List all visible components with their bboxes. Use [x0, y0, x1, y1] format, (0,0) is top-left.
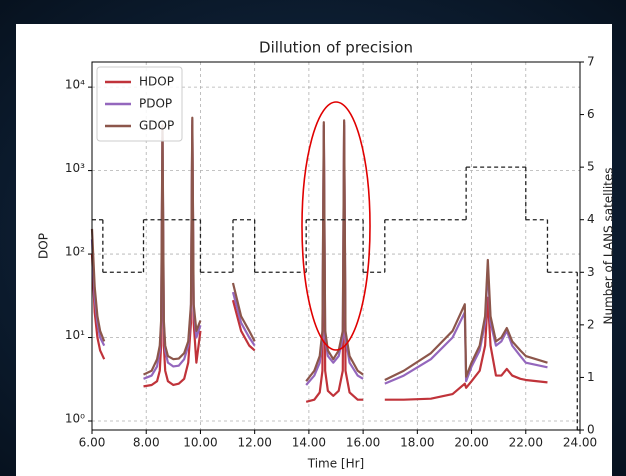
x-tick-label: 12.00	[237, 436, 271, 450]
dop-line	[305, 119, 364, 382]
y2-tick-label: 3	[587, 265, 595, 279]
y-tick-label: 10⁴	[65, 78, 85, 92]
x-tick-label: 16.00	[346, 436, 380, 450]
dop-line	[384, 296, 548, 401]
x-tick-label: 6.00	[79, 436, 106, 450]
y2-tick-label: 4	[587, 212, 595, 226]
y-axis-label: DOP	[37, 233, 51, 259]
legend-label: PDOP	[139, 97, 172, 111]
plot-frame	[91, 61, 581, 431]
y-tick-label: 10³	[65, 161, 85, 175]
dop-line	[90, 228, 106, 342]
y-tick-label: 10¹	[65, 328, 85, 342]
plot-area: 6.00 8.00 10.00 12.00 14.00 16.00 18.00 20.00 22…	[65, 55, 597, 450]
y2-tick-label: 1	[587, 370, 595, 384]
dop-line	[305, 124, 364, 403]
x-tick-label: 20.00	[454, 436, 488, 450]
dop-line	[384, 258, 548, 381]
y2-tick-label: 6	[587, 107, 595, 121]
y2-tick-label: 0	[587, 423, 595, 437]
dop-line	[231, 299, 256, 352]
dop-line	[231, 282, 256, 342]
x-tick-label: 24.00	[563, 436, 597, 450]
y-tick-label: 10²	[65, 245, 85, 259]
legend: HDOP PDOP GDOP	[96, 66, 183, 142]
legend-label: HDOP	[139, 75, 174, 89]
y2-tick-label: 5	[587, 160, 595, 174]
dop-line	[231, 291, 256, 347]
y2-tick-label: 2	[587, 317, 595, 331]
y-tick-label: 10⁰	[65, 411, 85, 425]
x-tick-label: 14.00	[292, 436, 326, 450]
x-tick-label: 8.00	[133, 436, 160, 450]
x-axis-label: Time [Hr]	[307, 457, 365, 471]
dop-line	[143, 116, 202, 376]
x-tick-label: 10.00	[183, 436, 217, 450]
x-tick-label: 18.00	[400, 436, 434, 450]
y2-axis-label: Number of LANS satellites	[602, 167, 616, 324]
x-tick-label: 22.00	[509, 436, 543, 450]
y2-tick-label: 7	[587, 55, 595, 69]
legend-label: GDOP	[139, 119, 174, 133]
highlight-ellipse	[301, 101, 371, 351]
legend-box	[96, 66, 183, 142]
chart-title: Dillution of precision	[259, 39, 413, 57]
